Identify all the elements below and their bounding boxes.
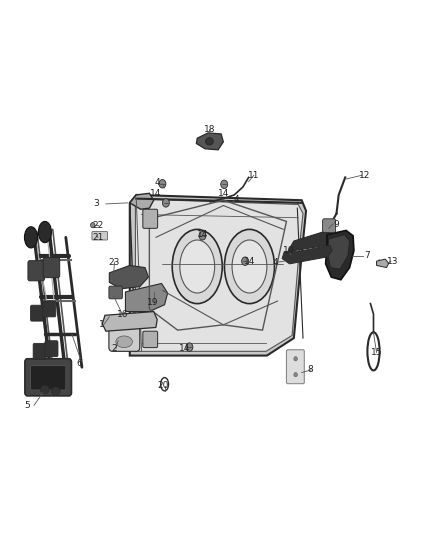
Text: 14: 14	[218, 189, 229, 198]
FancyBboxPatch shape	[143, 209, 158, 228]
Polygon shape	[288, 230, 332, 252]
Ellipse shape	[116, 336, 132, 348]
FancyBboxPatch shape	[109, 326, 140, 351]
Ellipse shape	[294, 357, 297, 361]
Text: 12: 12	[359, 171, 371, 180]
FancyBboxPatch shape	[109, 286, 122, 299]
Text: 4: 4	[233, 195, 239, 204]
Ellipse shape	[25, 227, 38, 248]
FancyBboxPatch shape	[45, 341, 58, 357]
Text: 19: 19	[147, 298, 159, 307]
Polygon shape	[328, 235, 350, 269]
Ellipse shape	[180, 240, 215, 293]
Polygon shape	[125, 284, 168, 312]
Ellipse shape	[51, 387, 60, 395]
Text: 21: 21	[92, 233, 104, 242]
FancyBboxPatch shape	[286, 350, 304, 384]
Polygon shape	[130, 195, 306, 356]
Ellipse shape	[232, 240, 267, 293]
Text: 10: 10	[283, 246, 294, 255]
Circle shape	[159, 180, 166, 188]
Text: 22: 22	[92, 221, 104, 230]
Text: 15: 15	[371, 348, 382, 357]
Polygon shape	[102, 312, 157, 331]
Polygon shape	[325, 230, 354, 280]
FancyBboxPatch shape	[322, 219, 336, 232]
Text: 4: 4	[273, 258, 279, 266]
Ellipse shape	[172, 229, 222, 304]
Text: 11: 11	[248, 171, 260, 180]
Circle shape	[242, 257, 249, 265]
FancyBboxPatch shape	[31, 305, 44, 321]
Ellipse shape	[39, 221, 51, 243]
FancyBboxPatch shape	[43, 301, 56, 317]
FancyBboxPatch shape	[33, 343, 46, 359]
FancyBboxPatch shape	[25, 359, 71, 396]
Polygon shape	[135, 199, 303, 351]
Circle shape	[162, 199, 170, 207]
Text: 9: 9	[334, 220, 339, 229]
Text: 4: 4	[154, 178, 160, 187]
Circle shape	[199, 231, 206, 240]
Polygon shape	[282, 245, 332, 264]
Text: 1: 1	[99, 320, 104, 329]
Text: 14: 14	[197, 230, 208, 239]
Ellipse shape	[294, 373, 297, 377]
Text: 14: 14	[150, 189, 162, 198]
Text: 3: 3	[93, 199, 99, 208]
Text: 6: 6	[76, 359, 82, 367]
Polygon shape	[196, 133, 223, 150]
Text: 18: 18	[204, 125, 215, 134]
Polygon shape	[130, 193, 154, 209]
Text: 23: 23	[108, 258, 120, 266]
Circle shape	[186, 343, 193, 351]
Ellipse shape	[91, 222, 95, 228]
Text: 14: 14	[244, 257, 255, 265]
Text: 20: 20	[158, 381, 169, 390]
Text: 8: 8	[307, 366, 313, 374]
Text: 2: 2	[112, 344, 117, 353]
Ellipse shape	[328, 224, 334, 230]
Circle shape	[221, 180, 228, 189]
FancyBboxPatch shape	[43, 257, 60, 278]
FancyBboxPatch shape	[143, 331, 158, 348]
FancyBboxPatch shape	[92, 231, 108, 240]
Text: 14: 14	[179, 344, 190, 353]
FancyBboxPatch shape	[31, 366, 66, 390]
Text: 5: 5	[25, 401, 30, 410]
Ellipse shape	[41, 385, 49, 394]
Text: 13: 13	[386, 257, 398, 265]
Polygon shape	[110, 265, 148, 289]
Ellipse shape	[205, 138, 213, 145]
Ellipse shape	[224, 229, 275, 304]
Polygon shape	[377, 259, 389, 268]
Text: 16: 16	[117, 310, 128, 319]
Text: 7: 7	[364, 252, 370, 261]
FancyBboxPatch shape	[28, 261, 45, 281]
